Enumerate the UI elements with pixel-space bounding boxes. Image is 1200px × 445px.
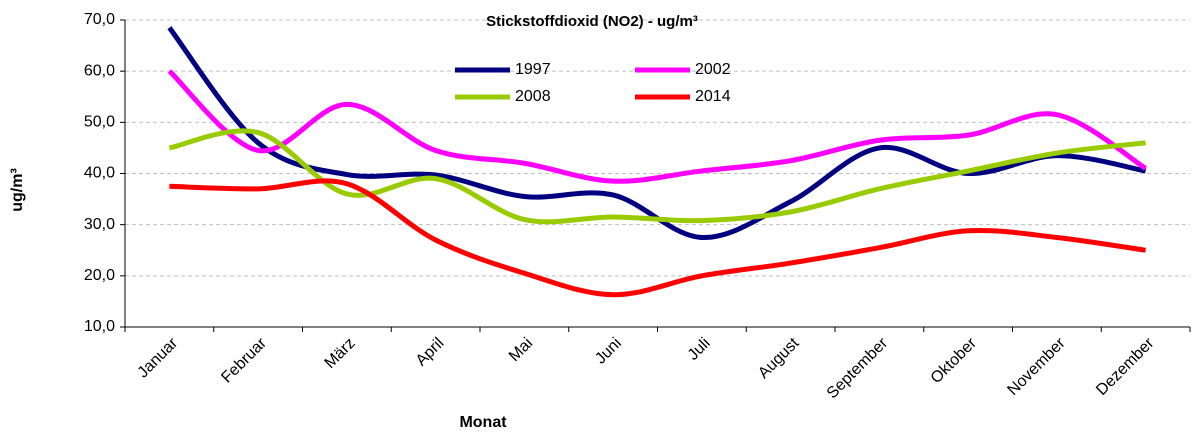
x-tick-label: Oktober: [928, 334, 981, 387]
y-tick-label: 50,0: [84, 114, 115, 131]
legend-label: 2014: [695, 88, 731, 105]
line-series: [168, 128, 1146, 225]
x-tick-label: Juni: [592, 335, 625, 368]
y-tick-label: 20,0: [84, 267, 115, 284]
y-axis-title: ug/m³: [9, 168, 26, 212]
legend-label: 2008: [515, 88, 551, 105]
line-series: [167, 69, 1147, 184]
chart-title: Stickstoffdioxid (NO2) - ug/m³: [486, 13, 698, 30]
y-tick-label: 40,0: [84, 165, 115, 182]
x-tick-label: September: [824, 334, 892, 402]
x-tick-label: Juli: [685, 335, 714, 364]
y-tick-label: 30,0: [84, 216, 115, 233]
x-tick-label: Dezember: [1093, 334, 1158, 399]
legend-label: 2002: [695, 61, 731, 78]
legend-label: 1997: [515, 61, 551, 78]
x-tick-label: April: [413, 335, 448, 370]
y-tick-label: 70,0: [84, 11, 115, 28]
x-tick-label: Januar: [135, 334, 182, 381]
x-tick-label: Februar: [218, 334, 270, 386]
y-tick-label: 60,0: [84, 62, 115, 79]
x-tick-label: Mai: [506, 335, 536, 365]
line-series: [167, 26, 1147, 240]
x-axis-title: Monat: [459, 414, 507, 431]
y-tick-label: 10,0: [84, 318, 115, 335]
x-tick-label: März: [322, 335, 359, 372]
x-tick-label: November: [1004, 334, 1069, 399]
line-series: [169, 178, 1146, 298]
x-tick-label: August: [755, 334, 803, 382]
